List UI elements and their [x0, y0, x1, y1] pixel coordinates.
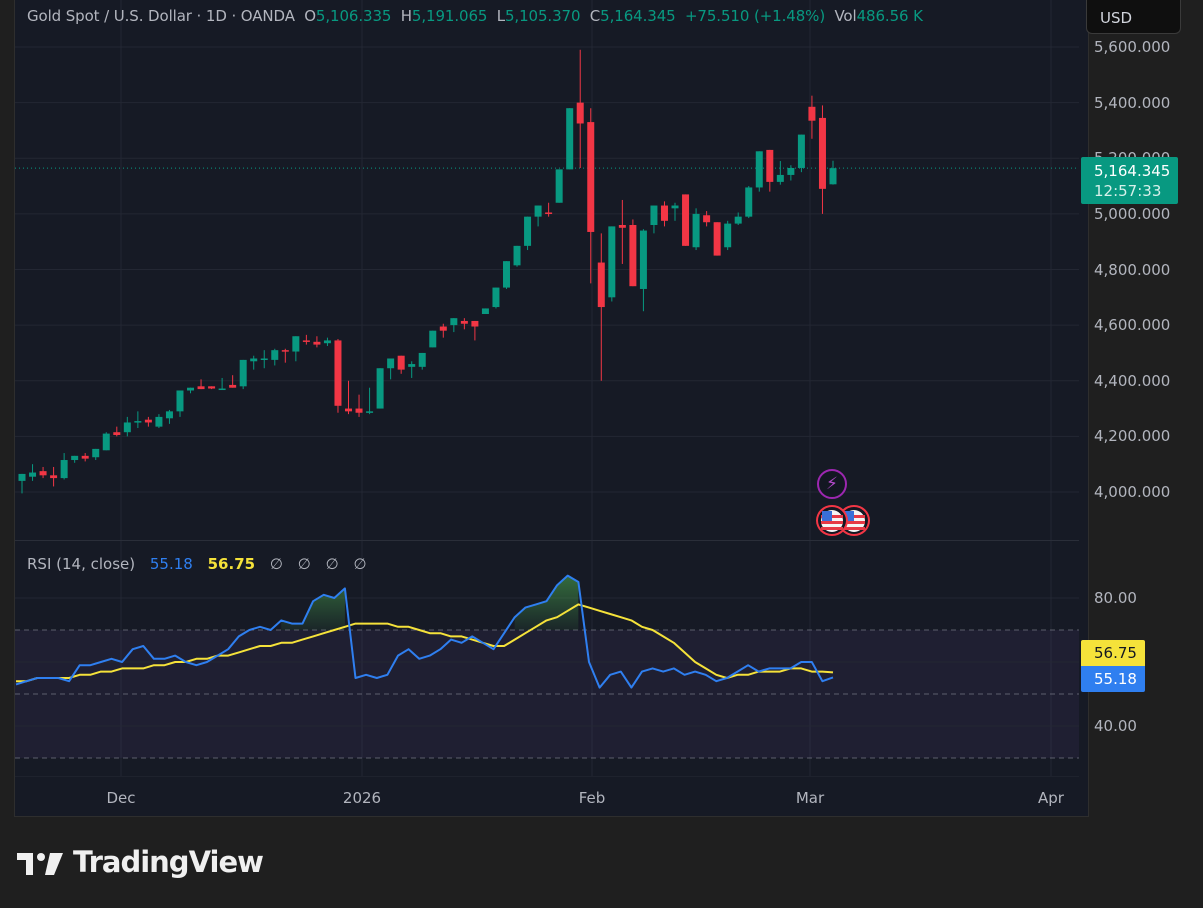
- rsi-legend: RSI (14, close) 55.18 56.75 ∅ ∅ ∅ ∅: [27, 555, 367, 573]
- chart-frame: [14, 0, 1089, 817]
- rsi-empty-2: ∅: [297, 555, 311, 573]
- rsi-empty-1: ∅: [269, 555, 283, 573]
- price-tick: 5,600.000: [1094, 38, 1171, 56]
- price-tick: 4,000.000: [1094, 483, 1171, 501]
- rsi-empty-4: ∅: [353, 555, 367, 573]
- volume-value: 486.56 K: [856, 7, 923, 25]
- rsi-tick-80: 80.00: [1094, 589, 1137, 607]
- current-price-value: 5,164.345: [1094, 162, 1171, 180]
- price-tick: 4,600.000: [1094, 316, 1171, 335]
- event-lightning[interactable]: ⚡: [817, 469, 847, 499]
- lightning-icon: ⚡: [826, 473, 838, 494]
- low-label: L: [496, 7, 505, 25]
- symbol-title: Gold Spot / U.S. Dollar · 1D · OANDA: [27, 7, 295, 25]
- time-tick: Feb: [578, 789, 606, 807]
- volume-label: Vol: [834, 7, 857, 25]
- event-us-flag-1[interactable]: [816, 505, 848, 536]
- rsi-ma-value: 56.75: [207, 555, 256, 573]
- time-tick: 2026: [342, 789, 382, 807]
- low-value: 5,105.370: [504, 7, 581, 25]
- close-value: 5,164.345: [600, 7, 676, 25]
- high-label: H: [400, 7, 412, 25]
- symbol-legend: Gold Spot / U.S. Dollar · 1D · OANDA O5,…: [27, 7, 923, 25]
- price-tick: 4,200.000: [1094, 427, 1171, 446]
- change-value: +75.510 (+1.48%): [684, 7, 826, 25]
- time-tick: Apr: [1038, 789, 1064, 807]
- price-tick: 4,800.000: [1094, 260, 1171, 279]
- tradingview-logo[interactable]: TradingView: [17, 845, 264, 879]
- bar-countdown: 12:57:33: [1094, 182, 1162, 200]
- close-label: C: [589, 7, 601, 25]
- price-tick: 5,000.000: [1094, 204, 1171, 223]
- us-flag-icon: [843, 510, 865, 532]
- tradingview-logo-text: TradingView: [73, 845, 264, 879]
- right-edge-strip: [1189, 0, 1203, 817]
- price-tick: 5,400.000: [1094, 93, 1171, 112]
- tradingview-logo-icon: [17, 853, 63, 875]
- high-value: 5,191.065: [411, 7, 488, 25]
- currency-button[interactable]: USD: [1086, 0, 1181, 34]
- rsi-value: 55.18: [149, 555, 193, 573]
- open-value: 5,106.335: [315, 7, 392, 25]
- open-label: O: [304, 7, 316, 25]
- rsi-ma-tag: 56.75: [1081, 640, 1145, 666]
- rsi-empty-3: ∅: [325, 555, 339, 573]
- rsi-tick-40: 40.00: [1094, 717, 1137, 735]
- time-tick: Dec: [106, 789, 136, 807]
- price-tick: 4,400.000: [1094, 371, 1171, 390]
- current-price-tag: 5,164.345 12:57:33: [1081, 157, 1178, 204]
- rsi-title: RSI (14, close): [27, 555, 136, 573]
- time-tick: Mar: [795, 789, 825, 807]
- us-flag-icon: [821, 510, 843, 532]
- rsi-value-tag: 55.18: [1081, 666, 1145, 692]
